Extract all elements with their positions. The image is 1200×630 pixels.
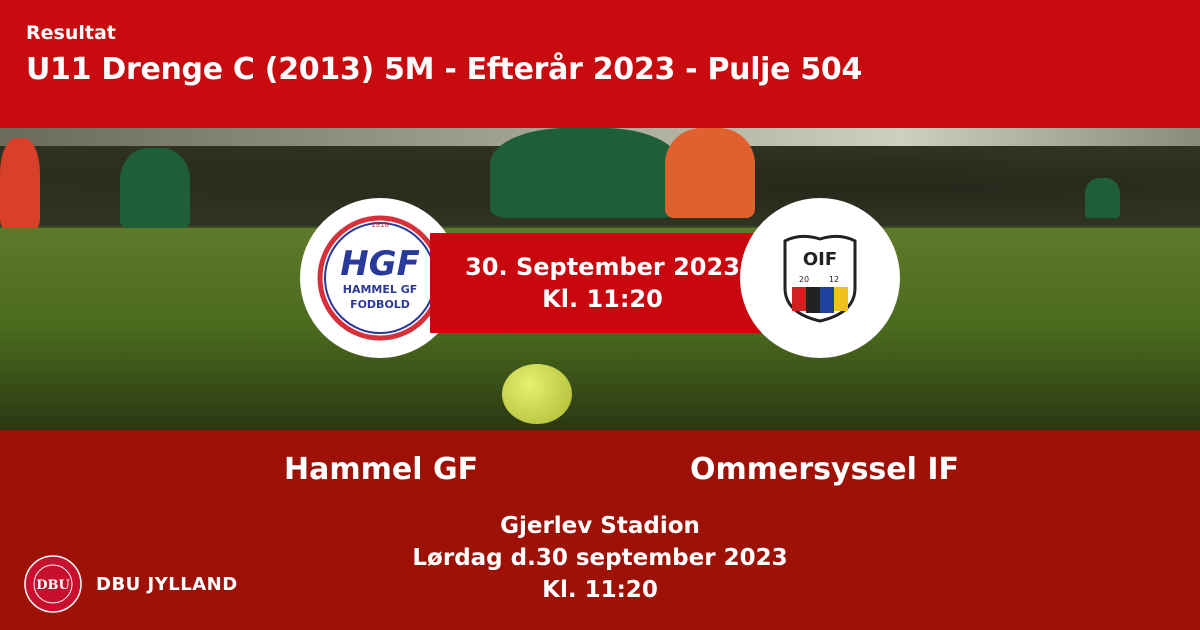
match-day: Lørdag d.30 september 2023 bbox=[412, 545, 788, 571]
svg-text:DBU: DBU bbox=[36, 578, 70, 593]
match-time: Kl. 11:20 bbox=[542, 285, 663, 313]
ball bbox=[502, 364, 572, 424]
away-team-name: Ommersyssel IF bbox=[690, 452, 960, 487]
dbu-brand: DBU DBU JYLLAND bbox=[24, 555, 238, 613]
venue-info: Gjerlev Stadion Lørdag d.30 september 20… bbox=[0, 510, 1200, 606]
match-date: 30. September 2023 bbox=[465, 253, 740, 281]
svg-text:FODBOLD: FODBOLD bbox=[350, 298, 410, 311]
away-team-logo: OIF 20 12 bbox=[740, 198, 900, 358]
match-info: Hammel GF Ommersyssel IF Gjerlev Stadion… bbox=[0, 430, 1200, 630]
page-title: U11 Drenge C (2013) 5M - Efterår 2023 - … bbox=[26, 52, 863, 87]
date-band: 30. September 2023 Kl. 11:20 bbox=[430, 233, 775, 333]
svg-text:1918: 1918 bbox=[371, 221, 389, 229]
svg-text:HGF: HGF bbox=[340, 244, 420, 284]
home-team-name: Hammel GF bbox=[284, 452, 479, 487]
svg-text:20: 20 bbox=[799, 275, 809, 284]
dbu-seal-logo: DBU bbox=[24, 555, 82, 613]
kickoff-time: Kl. 11:20 bbox=[542, 577, 658, 603]
stadium: Gjerlev Stadion bbox=[500, 513, 700, 539]
header: Resultat U11 Drenge C (2013) 5M - Efterå… bbox=[0, 0, 1200, 128]
svg-text:HAMMEL GF: HAMMEL GF bbox=[343, 283, 418, 296]
brand-name: DBU JYLLAND bbox=[96, 573, 238, 595]
svg-text:12: 12 bbox=[829, 275, 839, 284]
kicker: Resultat bbox=[26, 22, 116, 44]
svg-text:OIF: OIF bbox=[803, 249, 837, 270]
